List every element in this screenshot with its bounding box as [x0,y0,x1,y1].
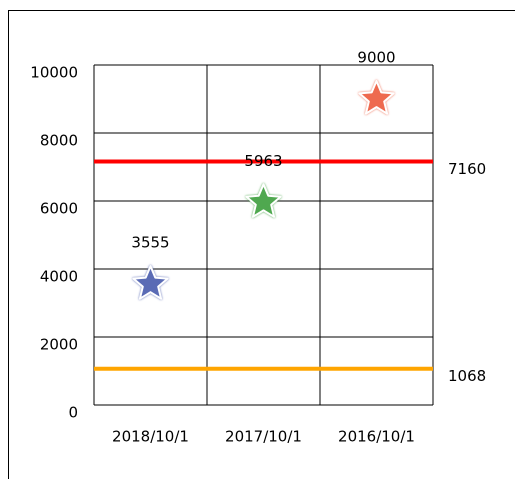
y-tick-label: 0 [68,404,78,422]
y-tick-label: 2000 [40,336,78,354]
star-marker [133,266,167,299]
x-tick-label: 2016/10/1 [338,428,415,446]
y-tick-label: 6000 [40,200,78,218]
data-label: 5963 [244,152,282,170]
reference-label: 7160 [448,160,486,178]
frame [9,11,515,480]
y-tick-label: 8000 [40,132,78,150]
star-marker [359,81,393,114]
x-tick-label: 2018/10/1 [112,428,189,446]
data-label: 3555 [131,234,169,252]
x-tick-label: 2017/10/1 [225,428,302,446]
y-tick-label: 4000 [40,268,78,286]
reference-label: 1068 [448,367,486,385]
y-tick-label: 10000 [30,64,78,82]
data-label: 9000 [357,49,395,67]
star-marker [246,184,280,217]
